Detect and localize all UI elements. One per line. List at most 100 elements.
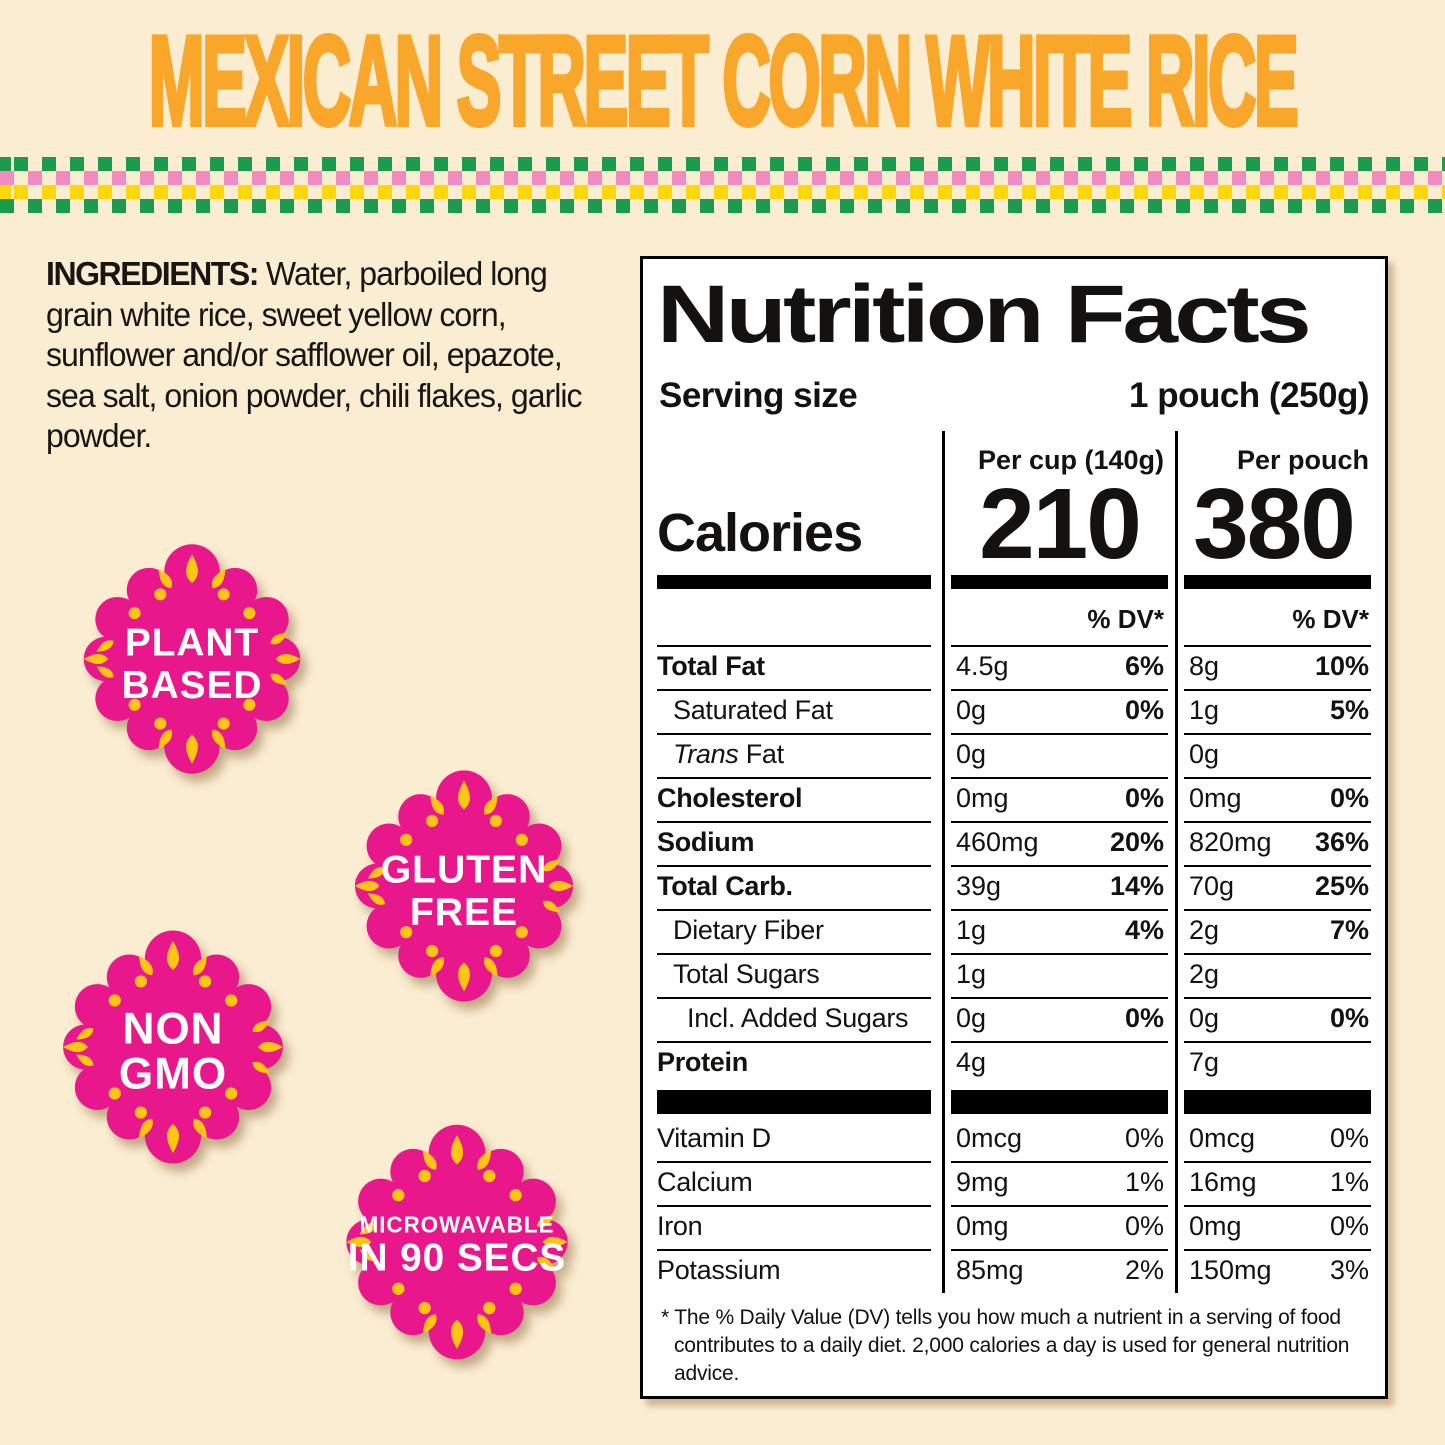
badge-non-gmo-label-line1: NON bbox=[123, 1004, 224, 1053]
badge-gluten-free: GLUTEN FREE bbox=[328, 748, 600, 1024]
nutrient-name: Total Carb. bbox=[657, 865, 943, 909]
checker-row-yellow bbox=[0, 185, 1445, 199]
nutrient-per-pouch: 70g 25% bbox=[1176, 865, 1371, 909]
nutrient-per-pouch: 0g bbox=[1176, 733, 1371, 777]
calories-underbar bbox=[1176, 572, 1371, 592]
nutrient-name: Potassium bbox=[657, 1249, 943, 1293]
col-header-per-cup: Per cup (140g) bbox=[977, 445, 1164, 475]
nutrient-per-pouch: 0g 0% bbox=[1176, 997, 1371, 1041]
checker-row-green-top bbox=[0, 157, 1445, 171]
badge-non-gmo-label-line2: GMO bbox=[119, 1049, 227, 1098]
calories-per-cup: 210 bbox=[979, 468, 1142, 580]
column-divider bbox=[1175, 431, 1178, 1293]
amount-per-pouch: 0g bbox=[1189, 739, 1220, 769]
checker-border bbox=[0, 157, 1445, 213]
nutrient-name: Trans Fat bbox=[657, 733, 943, 777]
dv-per-cup: 0% bbox=[1124, 695, 1164, 725]
dv-per-pouch: 0% bbox=[1329, 1211, 1369, 1241]
amount-per-cup: 0mg bbox=[956, 1211, 1009, 1241]
amount-per-pouch: 0mg bbox=[1189, 783, 1242, 813]
badge-microwavable: MICROWAVABLE IN 90 SECS bbox=[314, 1102, 600, 1382]
amount-per-cup: 460mg bbox=[956, 827, 1039, 857]
column-divider bbox=[942, 431, 945, 1293]
amount-per-pouch: 0mg bbox=[1189, 1211, 1242, 1241]
nutrient-per-pouch: 1g 5% bbox=[1176, 689, 1371, 733]
amount-per-cup: 0g bbox=[956, 695, 987, 725]
section-separator-bar bbox=[943, 1085, 1176, 1117]
nutrition-table: Per cup (140g) Per pouch Calories 210 380 % D… bbox=[657, 429, 1371, 1293]
dv-per-pouch: 0% bbox=[1329, 1003, 1369, 1033]
nutrient-per-cup: 460mg 20% bbox=[943, 821, 1176, 865]
nutrient-per-cup: 39g 14% bbox=[943, 865, 1176, 909]
dv-per-pouch: 5% bbox=[1329, 695, 1369, 725]
calories-underbar bbox=[943, 572, 1176, 592]
checker-row-green-bottom bbox=[0, 199, 1445, 213]
dv-per-cup: 0% bbox=[1124, 1211, 1164, 1241]
amount-per-pouch: 2g bbox=[1189, 959, 1220, 989]
nutrient-name: Protein bbox=[657, 1041, 943, 1085]
dv-per-pouch: 25% bbox=[1314, 871, 1369, 901]
ingredients-label: INGREDIENTS: bbox=[46, 255, 259, 292]
product-title: MEXICAN STREET CORN WHITE RICE bbox=[147, 7, 1300, 155]
nutrient-per-cup: 9mg 1% bbox=[943, 1161, 1176, 1205]
nutrient-per-pouch: 820mg 36% bbox=[1176, 821, 1371, 865]
ingredients-text: INGREDIENTS: Water, parboiled long grain… bbox=[46, 254, 607, 457]
nutrient-per-cup: 0g 0% bbox=[943, 689, 1176, 733]
nutrient-name: Total Fat bbox=[657, 645, 943, 689]
amount-per-cup: 0g bbox=[956, 1003, 987, 1033]
dv-per-cup: 0% bbox=[1124, 1003, 1164, 1033]
section-separator-bar bbox=[657, 1085, 943, 1117]
dv-per-cup: 1% bbox=[1124, 1167, 1164, 1197]
dv-per-cup: 6% bbox=[1124, 651, 1164, 681]
nutrient-per-cup: 85mg 2% bbox=[943, 1249, 1176, 1293]
dv-per-pouch: 0% bbox=[1329, 783, 1369, 813]
nutrient-name: Dietary Fiber bbox=[657, 909, 943, 953]
dv-per-cup: 20% bbox=[1109, 827, 1164, 857]
nutrient-per-pouch: 2g bbox=[1176, 953, 1371, 997]
nutrient-name: Vitamin D bbox=[657, 1123, 771, 1153]
spacer bbox=[657, 592, 943, 645]
badge-microwavable-label-line1: MICROWAVABLE bbox=[360, 1212, 555, 1238]
dv-header-per-cup: % DV* bbox=[1087, 604, 1164, 634]
calories-label: Calories bbox=[657, 503, 863, 563]
nutrient-name: Sodium bbox=[657, 821, 943, 865]
amount-per-cup: 39g bbox=[956, 871, 1002, 901]
nutrient-per-cup: 1g bbox=[943, 953, 1176, 997]
nutrient-name: Total Sugars bbox=[657, 953, 943, 997]
ingredients-body: Water, parboiled long grain white rice, … bbox=[46, 255, 583, 455]
dv-per-pouch: 10% bbox=[1314, 651, 1369, 681]
checker-row-pink bbox=[0, 171, 1445, 185]
nutrient-per-cup: 0g 0% bbox=[943, 997, 1176, 1041]
badge-plant-based: PLANT BASED bbox=[58, 522, 326, 796]
amount-per-cup: 1g bbox=[956, 915, 987, 945]
amount-per-pouch: 16mg bbox=[1189, 1167, 1257, 1197]
amount-per-cup: 1g bbox=[956, 959, 987, 989]
dv-per-cup: 0% bbox=[1124, 783, 1164, 813]
calories-per-pouch: 380 bbox=[1193, 468, 1356, 580]
nutrient-per-cup: 0mcg 0% bbox=[956, 1123, 1164, 1153]
nutrient-per-cup: 0mg 0% bbox=[943, 777, 1176, 821]
amount-per-cup: 0g bbox=[956, 739, 987, 769]
nutrient-per-pouch: 0mcg 0% bbox=[1189, 1123, 1369, 1153]
dv-header-per-pouch: % DV* bbox=[1292, 604, 1369, 634]
nutrient-per-cup: 0mg 0% bbox=[943, 1205, 1176, 1249]
calories-underbar bbox=[657, 572, 943, 592]
dv-per-cup: 2% bbox=[1124, 1255, 1164, 1285]
nutrition-facts-title: Nutrition Facts bbox=[657, 269, 1312, 360]
nutrient-per-pouch: 0mg 0% bbox=[1176, 777, 1371, 821]
amount-per-cup: 4g bbox=[956, 1047, 987, 1077]
badge-gluten-free-label-line1: GLUTEN bbox=[381, 848, 548, 891]
nutrient-name: Cholesterol bbox=[657, 777, 943, 821]
serving-size-label: Serving size bbox=[659, 376, 858, 415]
amount-per-pouch: 150mg bbox=[1189, 1255, 1272, 1285]
spacer bbox=[657, 429, 943, 478]
dv-per-pouch: 1% bbox=[1329, 1167, 1369, 1197]
dv-per-pouch: 36% bbox=[1314, 827, 1369, 857]
dv-per-cup: 4% bbox=[1124, 915, 1164, 945]
serving-size-row: Serving size 1 pouch (250g) bbox=[657, 365, 1371, 429]
nutrient-per-cup: 1g 4% bbox=[943, 909, 1176, 953]
